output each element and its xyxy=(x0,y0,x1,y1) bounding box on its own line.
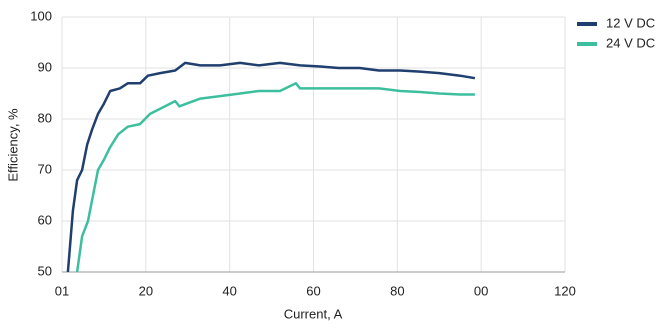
x-axis-label: Current, A xyxy=(284,306,343,321)
x-tick-label: 20 xyxy=(139,283,153,298)
y-tick-label: 90 xyxy=(38,59,52,74)
x-tick-label: 00 xyxy=(474,283,488,298)
y-tick-label: 50 xyxy=(38,263,52,278)
y-tick-label: 100 xyxy=(30,8,52,23)
x-tick-label: 120 xyxy=(554,283,576,298)
series-line xyxy=(75,82,475,273)
y-tick-label: 60 xyxy=(38,212,52,227)
x-tick-label: 80 xyxy=(390,283,404,298)
y-tick-label: 70 xyxy=(38,161,52,176)
x-tick-label: 01 xyxy=(55,283,69,298)
legend-label: 24 V DC xyxy=(606,35,655,50)
y-tick-label: 80 xyxy=(38,110,52,125)
x-tick-label: 40 xyxy=(222,283,236,298)
x-tick-label: 60 xyxy=(306,283,320,298)
y-axis-label: Efficiency, % xyxy=(5,108,20,182)
series-line xyxy=(66,61,476,273)
legend-label: 12 V DC xyxy=(606,15,655,30)
